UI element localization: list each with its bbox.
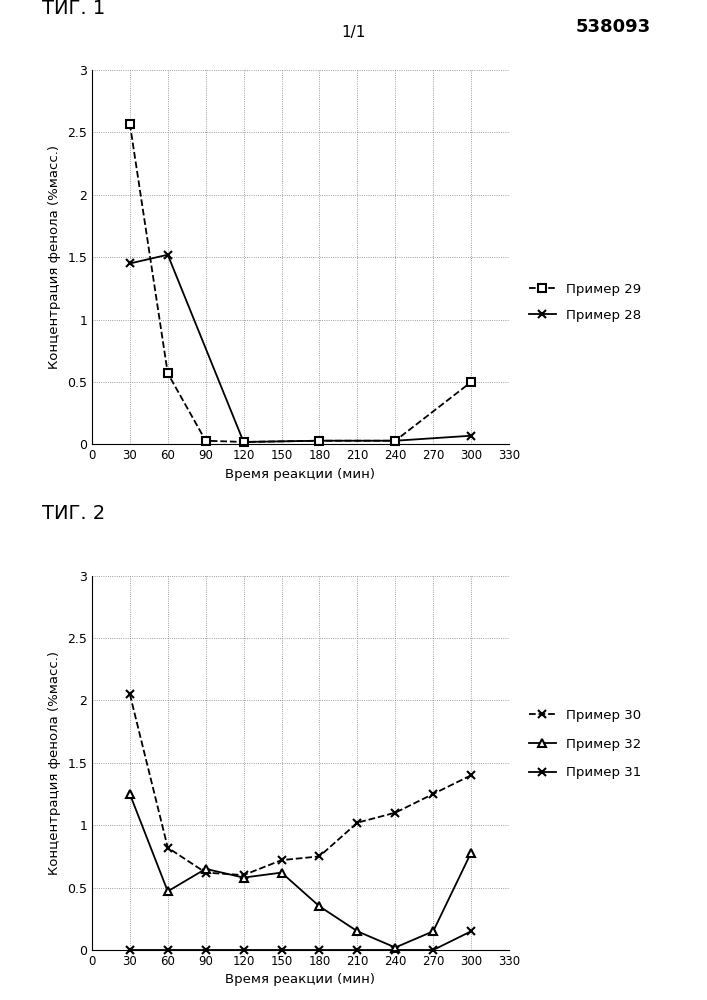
Text: ΤИГ. 2: ΤИГ. 2 [42,504,105,523]
X-axis label: Время реакции (мин): Время реакции (мин) [226,973,375,986]
Legend: Пример 30, Пример 32, Пример 31: Пример 30, Пример 32, Пример 31 [524,703,647,785]
X-axis label: Время реакции (мин): Время реакции (мин) [226,468,375,481]
Y-axis label: Концентрация фенола (%масс.): Концентрация фенола (%масс.) [49,651,62,875]
Y-axis label: Концентрация фенола (%масс.): Концентрация фенола (%масс.) [49,145,62,369]
Text: 1/1: 1/1 [341,25,366,40]
Legend: Пример 29, Пример 28: Пример 29, Пример 28 [524,277,647,327]
Text: 538093: 538093 [575,18,650,36]
Text: ΤИГ. 1: ΤИГ. 1 [42,0,105,18]
